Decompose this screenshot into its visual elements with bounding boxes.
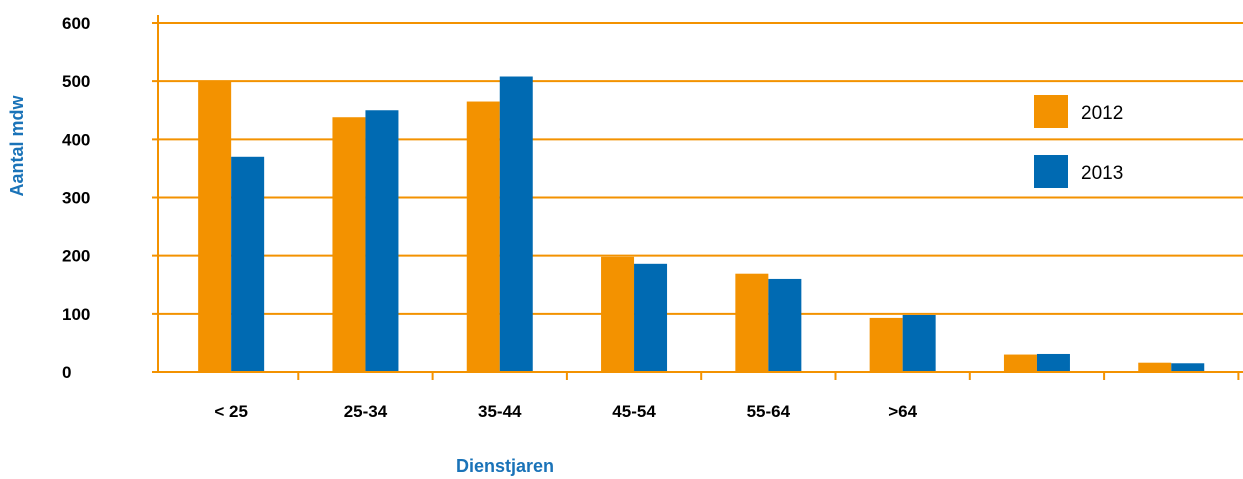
legend: 2012 2013 <box>1034 95 1123 188</box>
bar-2013 <box>365 110 399 372</box>
x-tick-label: >64 <box>888 402 917 421</box>
bar-2013 <box>231 156 265 372</box>
bar-2012 <box>869 317 903 372</box>
y-tick-label: 0 <box>62 363 71 382</box>
y-tick-label: 100 <box>62 305 90 324</box>
y-axis-title: Aantal mdw <box>7 94 27 196</box>
bar-2012 <box>198 80 232 373</box>
x-tick-label: 45-54 <box>612 402 656 421</box>
legend-swatch-2012 <box>1034 95 1068 128</box>
x-tick-label: 55-64 <box>747 402 791 421</box>
y-tick-labels: 0 100 200 300 400 500 600 <box>62 14 90 382</box>
bar-2013 <box>1171 363 1205 372</box>
bar-2012 <box>1138 362 1172 372</box>
x-tick-label: 25-34 <box>344 402 388 421</box>
bar-2013 <box>902 314 936 372</box>
bar-2012 <box>601 256 635 372</box>
bar-2012 <box>332 117 366 372</box>
y-tick-label: 600 <box>62 14 90 33</box>
bar-2013 <box>1036 353 1070 372</box>
x-tick-label: 35-44 <box>478 402 522 421</box>
bar-2012 <box>1003 354 1037 372</box>
y-tick-label: 300 <box>62 189 90 208</box>
x-axis-title: Dienstjaren <box>456 456 554 476</box>
bar-2012 <box>735 273 769 372</box>
y-tick-label: 200 <box>62 247 90 266</box>
y-tick-label: 400 <box>62 130 90 149</box>
legend-swatch-2013 <box>1034 155 1068 188</box>
legend-label-2012: 2012 <box>1081 103 1123 124</box>
bar-2013 <box>499 76 533 372</box>
bar-2012 <box>466 101 500 373</box>
bar-2013 <box>634 263 668 372</box>
x-tick-labels: < 25 25-34 35-44 45-54 55-64 >64 <box>214 402 917 421</box>
bar-2013 <box>768 278 802 372</box>
gridlines <box>152 22 1243 315</box>
y-tick-label: 500 <box>62 72 90 91</box>
x-tick-label: < 25 <box>214 402 248 421</box>
legend-label-2013: 2013 <box>1081 163 1123 184</box>
bars <box>198 76 1205 373</box>
axes <box>152 15 1243 380</box>
